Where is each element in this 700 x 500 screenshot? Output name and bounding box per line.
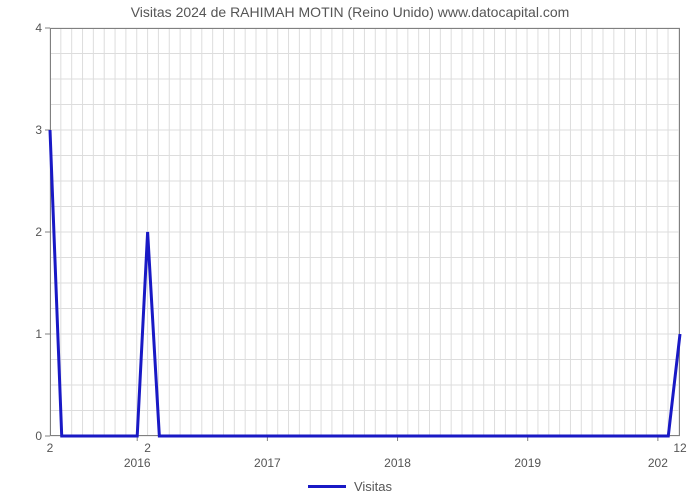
corner-label-left: 2 [47,441,54,455]
x-tick-label: 2017 [254,456,281,470]
legend-label: Visitas [354,479,392,494]
y-tick-label: 3 [35,123,42,137]
legend-swatch [308,485,346,488]
chart-container: { "chart": { "type": "line", "title": "V… [0,0,700,500]
x-tick-label: 2016 [124,456,151,470]
y-tick-label: 4 [35,21,42,35]
x-extra-label: 2 [144,441,151,455]
x-tick-label: 2018 [384,456,411,470]
y-tick-label: 0 [35,429,42,443]
chart-title: Visitas 2024 de RAHIMAH MOTIN (Reino Uni… [0,4,700,20]
y-tick-label: 1 [35,327,42,341]
x-tick-label: 2019 [514,456,541,470]
chart-legend: Visitas [0,478,700,494]
corner-label-right: 12 [673,441,686,455]
chart-plot-area [50,28,680,436]
y-tick-label: 2 [35,225,42,239]
chart-svg [50,28,680,436]
x-tick-label: 202 [648,456,668,470]
